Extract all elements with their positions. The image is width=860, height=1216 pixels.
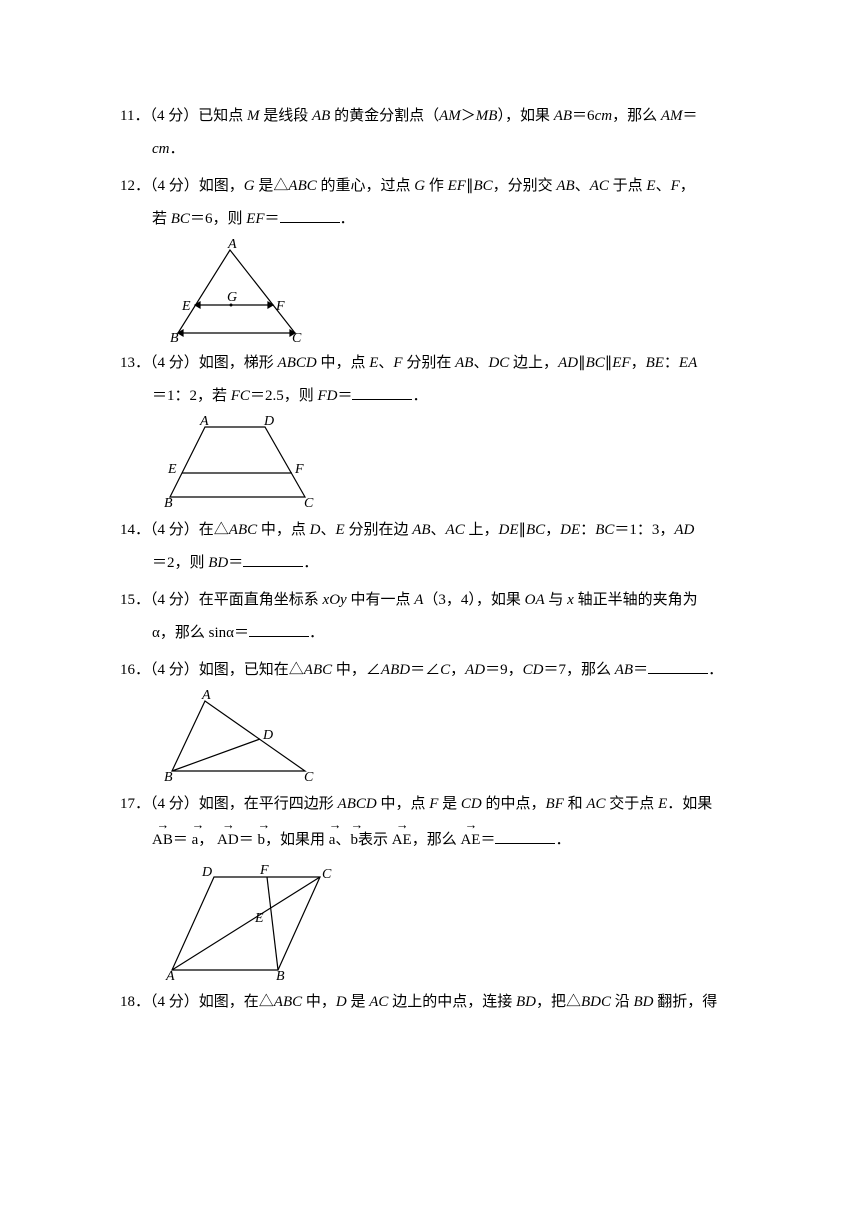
svg-text:G: G [227,290,237,305]
q15-num: 15． [120,592,150,608]
svg-text:A: A [165,969,175,982]
svg-text:B: B [170,331,179,343]
svg-text:D: D [263,415,274,429]
svg-text:A: A [227,238,237,252]
svg-text:A: A [199,415,209,429]
q16-num: 16． [120,662,150,678]
q15-line1: 15．（4 分）在平面直角坐标系 xOy 中有一点 A（3，4），如果 OA 与… [120,584,750,617]
question-13: 13．（4 分）如图，梯形 ABCD 中，点 E、F 分别在 AB、DC 边上，… [120,347,750,510]
q12-num: 12． [120,178,150,194]
q11-pts: （4 分） [149,108,198,124]
q17-num: 17． [120,796,150,812]
figure-12: A E G F B C [120,238,750,343]
blank [249,622,309,637]
svg-text:A: A [201,689,211,703]
q12-line2: 若 BC＝6，则 EF＝． [120,203,750,236]
svg-text:B: B [276,969,285,982]
q12-line1: 12．（4 分）如图，G 是△ABC 的重心，过点 G 作 EF∥BC，分别交 … [120,170,750,203]
q11-line1: 11．（4 分）已知点 M 是线段 AB 的黄金分割点（AM＞MB），如果 AB… [120,100,750,133]
q14-line2: ＝2，则 BD＝． [120,547,750,580]
question-12: 12．（4 分）如图，G 是△ABC 的重心，过点 G 作 EF∥BC，分别交 … [120,170,750,343]
svg-text:E: E [167,462,177,477]
svg-text:D: D [201,865,212,880]
figure-16: A D B C [120,689,750,784]
q13-line2: ＝1：2，若 FC＝2.5，则 FD＝． [120,380,750,413]
svg-text:D: D [262,728,273,743]
svg-text:C: C [304,770,314,784]
q18-line1: 18．（4 分）如图，在△ABC 中，D 是 AC 边上的中点，连接 BD，把△… [120,986,750,1019]
q17-line2: AB＝ a， AD＝ b，如果用 a、b表示 AE，那么 AE＝． [120,821,750,860]
figure-17: A B C D E F [120,862,750,982]
question-14: 14．（4 分）在△ABC 中，点 D、E 分别在边 AB、AC 上，DE∥BC… [120,514,750,580]
question-17: 17．（4 分）如图，在平行四边形 ABCD 中，点 F 是 CD 的中点，BF… [120,788,750,982]
svg-text:B: B [164,770,173,784]
svg-text:F: F [259,863,269,878]
figure-13: A D E F B C [120,415,750,510]
q16-line1: 16．（4 分）如图，已知在△ABC 中，∠ABD＝∠C，AD＝9，CD＝7，那… [120,654,750,687]
q18-num: 18． [120,994,150,1010]
svg-text:C: C [322,867,332,882]
svg-text:B: B [164,496,173,510]
q15-line2: α，那么 sinα＝． [120,617,750,650]
question-15: 15．（4 分）在平面直角坐标系 xOy 中有一点 A（3，4），如果 OA 与… [120,584,750,650]
svg-text:C: C [292,331,302,343]
svg-text:C: C [304,496,314,510]
blank [352,385,412,400]
q13-line1: 13．（4 分）如图，梯形 ABCD 中，点 E、F 分别在 AB、DC 边上，… [120,347,750,380]
svg-text:F: F [275,299,285,314]
question-18: 18．（4 分）如图，在△ABC 中，D 是 AC 边上的中点，连接 BD，把△… [120,986,750,1019]
q14-line1: 14．（4 分）在△ABC 中，点 D、E 分别在边 AB、AC 上，DE∥BC… [120,514,750,547]
q13-num: 13． [120,355,150,371]
blank [243,552,303,567]
q11-num: 11． [120,108,149,124]
svg-text:E: E [254,911,264,926]
svg-text:F: F [294,462,304,477]
q11-line2: cm． [120,133,750,166]
blank [495,829,555,844]
blank [648,659,708,674]
question-11: 11．（4 分）已知点 M 是线段 AB 的黄金分割点（AM＞MB），如果 AB… [120,100,750,166]
question-16: 16．（4 分）如图，已知在△ABC 中，∠ABD＝∠C，AD＝9，CD＝7，那… [120,654,750,784]
q14-num: 14． [120,522,150,538]
q17-line1: 17．（4 分）如图，在平行四边形 ABCD 中，点 F 是 CD 的中点，BF… [120,788,750,821]
blank [280,208,340,223]
svg-text:E: E [181,299,191,314]
